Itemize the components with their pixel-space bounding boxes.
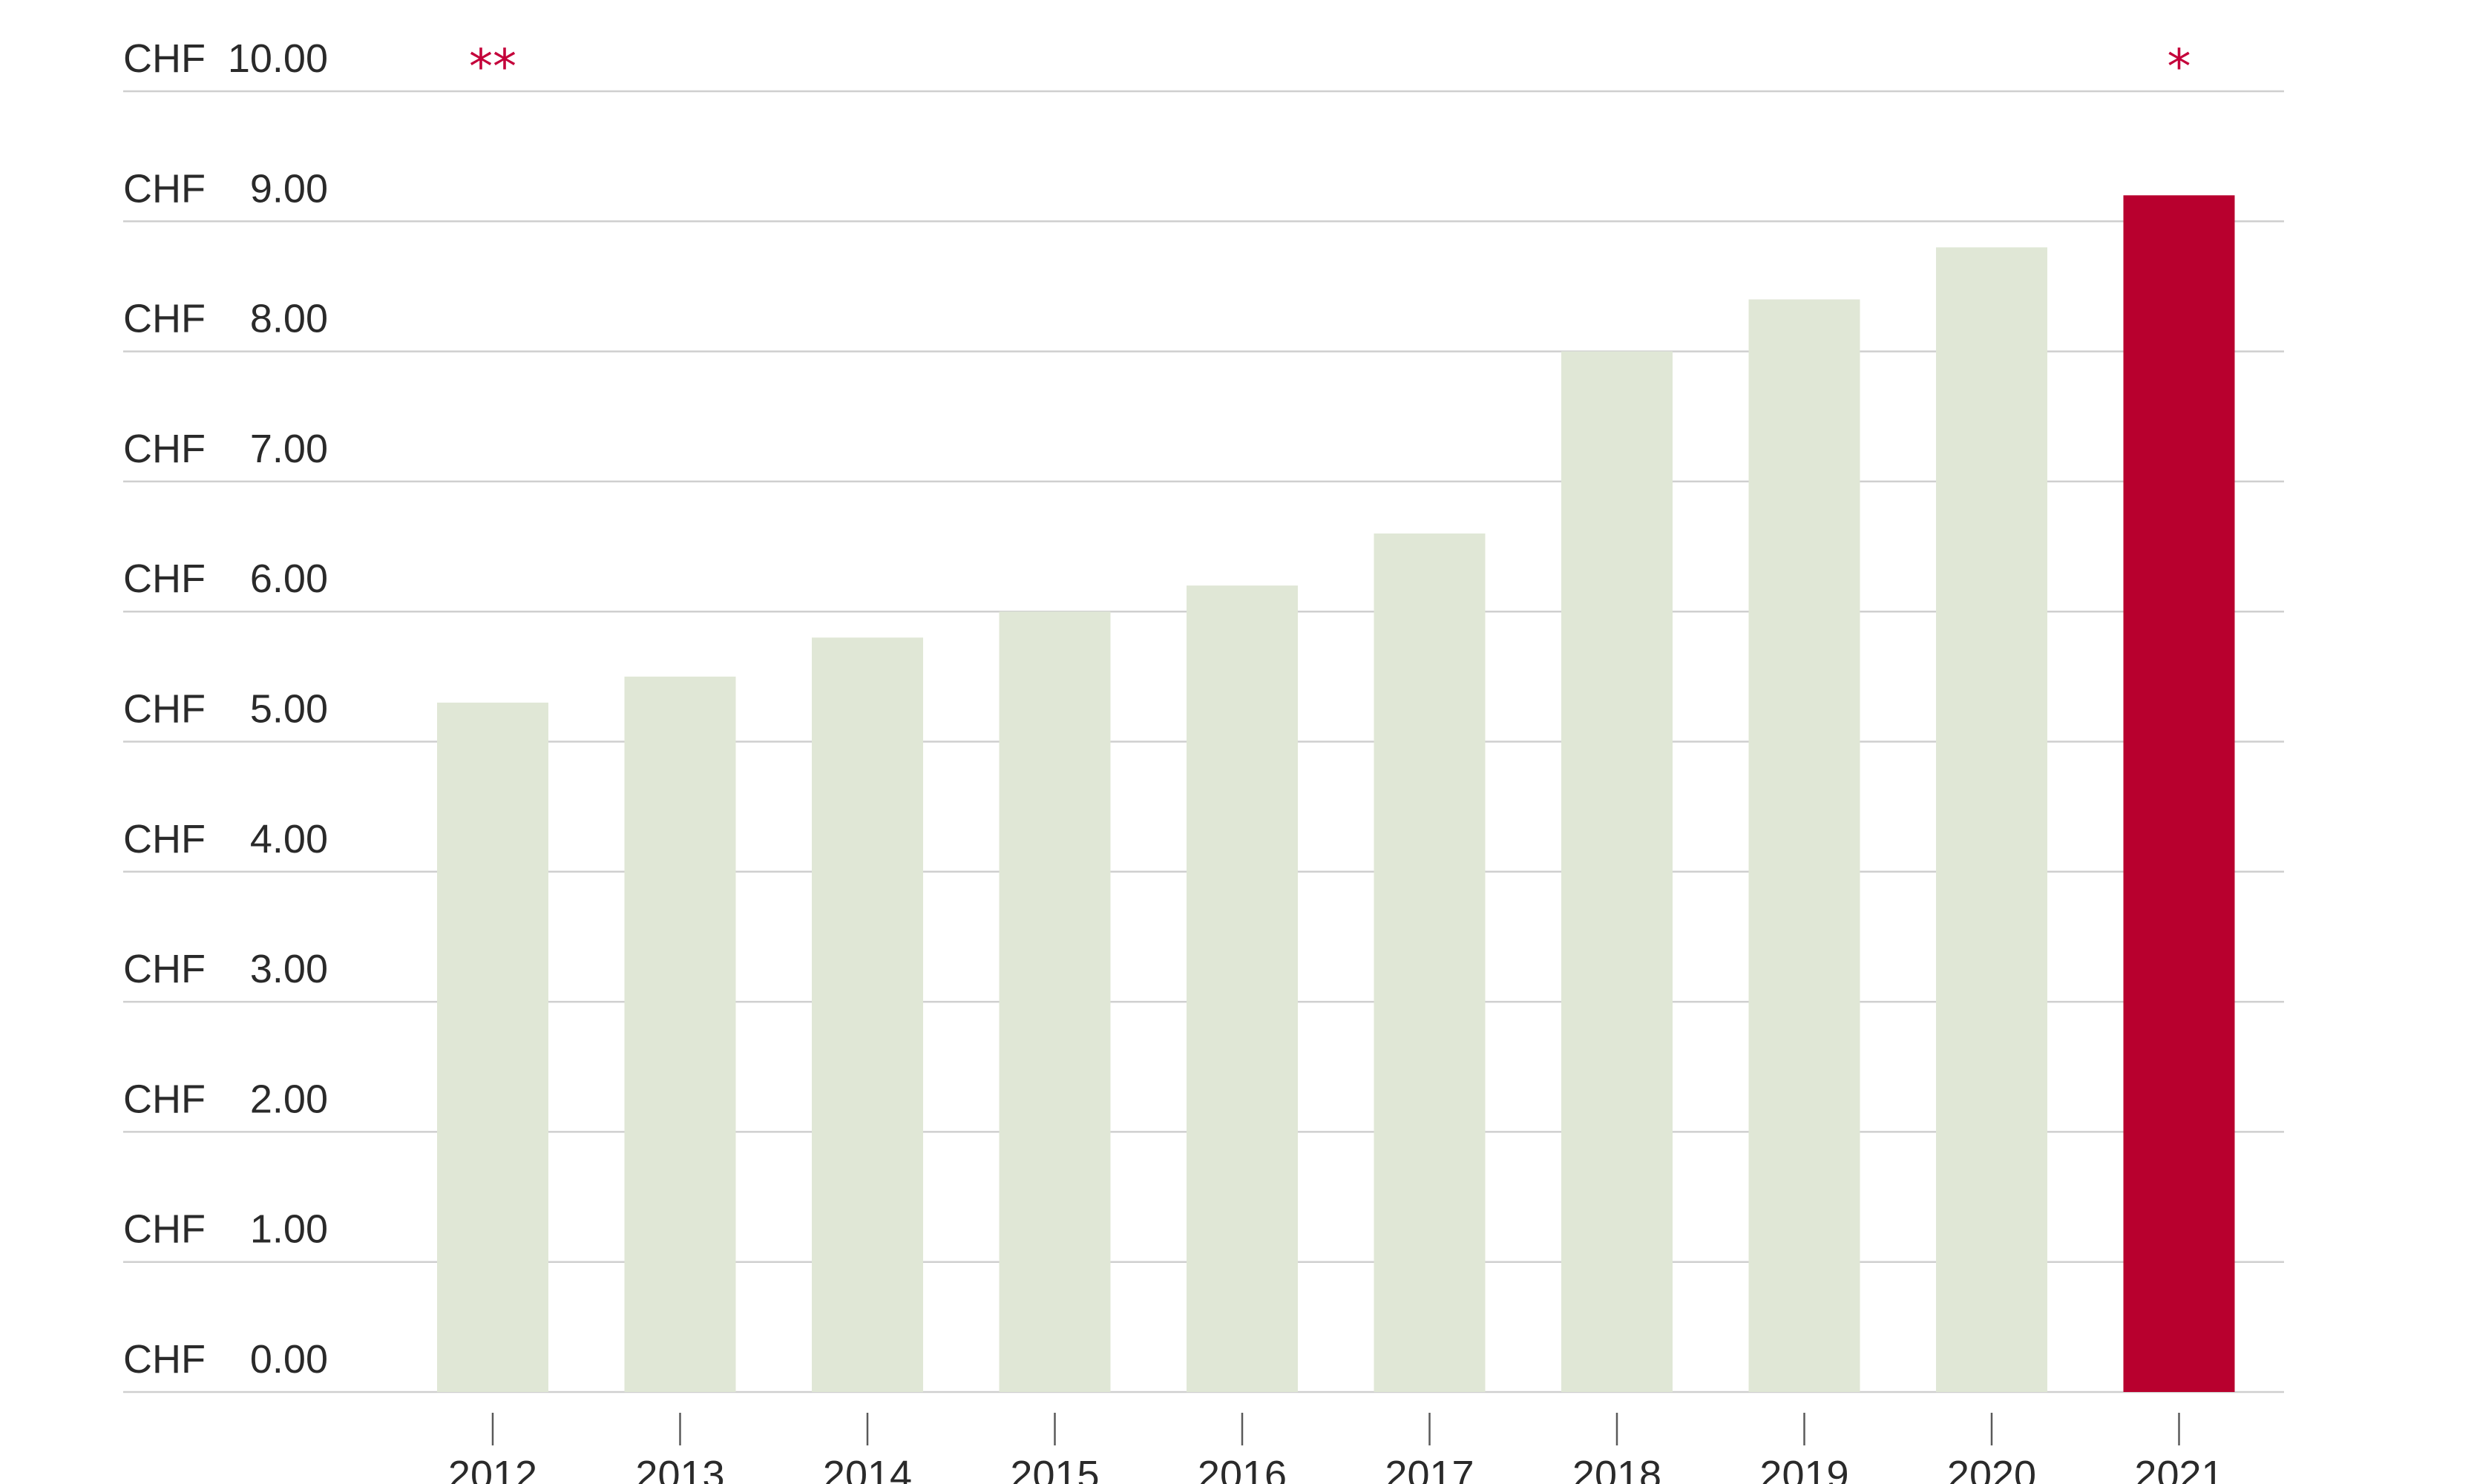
y-tick-currency: CHF xyxy=(123,1337,206,1382)
bar-2015 xyxy=(999,611,1111,1393)
y-tick-label: 10.00 xyxy=(228,36,328,81)
y-axis-labels: CHF 0.00 CHF 1.00 CHF 2.00 CHF 3.00 CHF 4.00 CHF 5.… xyxy=(123,36,328,1382)
y-tick-currency: CHF xyxy=(123,817,206,861)
x-tick-label: 2018 xyxy=(1572,1453,1661,1484)
y-tick-label: 3.00 xyxy=(250,947,328,991)
x-tick-label: 2013 xyxy=(635,1453,724,1484)
y-tick-currency: CHF xyxy=(123,1077,206,1121)
y-tick-currency: CHF xyxy=(123,427,206,471)
y-tick-label: 9.00 xyxy=(250,166,328,211)
y-tick-label: 8.00 xyxy=(250,297,328,341)
footnote-marker: ** xyxy=(469,40,516,95)
y-tick-label: 0.00 xyxy=(250,1337,328,1382)
x-tick-label: 2021 xyxy=(2134,1453,2223,1484)
x-tick-label: 2017 xyxy=(1385,1453,1474,1484)
bar-2020 xyxy=(1936,247,2047,1392)
x-tick-label: 2012 xyxy=(448,1453,537,1484)
y-tick-label: 4.00 xyxy=(250,817,328,861)
bar-2018 xyxy=(1561,351,1673,1393)
bar-2013 xyxy=(624,676,736,1392)
y-tick-label: 1.00 xyxy=(250,1207,328,1252)
y-tick-currency: CHF xyxy=(123,166,206,211)
y-tick-label: 5.00 xyxy=(250,687,328,732)
bar-2016 xyxy=(1187,585,1298,1392)
y-tick-currency: CHF xyxy=(123,297,206,341)
y-tick-label: 6.00 xyxy=(250,556,328,601)
bar-2019 xyxy=(1748,299,1860,1393)
bar-2014 xyxy=(812,637,923,1392)
y-tick-label: 2.00 xyxy=(250,1077,328,1121)
x-tick-label: 2020 xyxy=(1947,1453,2036,1484)
bar-2017 xyxy=(1374,533,1486,1392)
y-tick-currency: CHF xyxy=(123,36,206,81)
footnote-marker: * xyxy=(2168,40,2191,95)
y-tick-currency: CHF xyxy=(123,556,206,601)
bar-2012 xyxy=(437,702,548,1392)
annotation-markers: ** * xyxy=(469,40,2191,95)
x-tick-label: 2014 xyxy=(823,1453,912,1484)
x-tick-label: 2016 xyxy=(1198,1453,1287,1484)
y-tick-currency: CHF xyxy=(123,1207,206,1252)
y-tick-currency: CHF xyxy=(123,687,206,732)
x-tick-label: 2015 xyxy=(1010,1453,1099,1484)
x-tick-label: 2019 xyxy=(1759,1453,1848,1484)
x-axis: 2012 2013 2014 2015 2016 2017 2018 2019 2020 2021 xyxy=(448,1413,2224,1484)
bar-2021 xyxy=(2123,195,2235,1392)
y-tick-label: 7.00 xyxy=(250,427,328,471)
bars xyxy=(437,195,2235,1393)
y-tick-currency: CHF xyxy=(123,947,206,991)
